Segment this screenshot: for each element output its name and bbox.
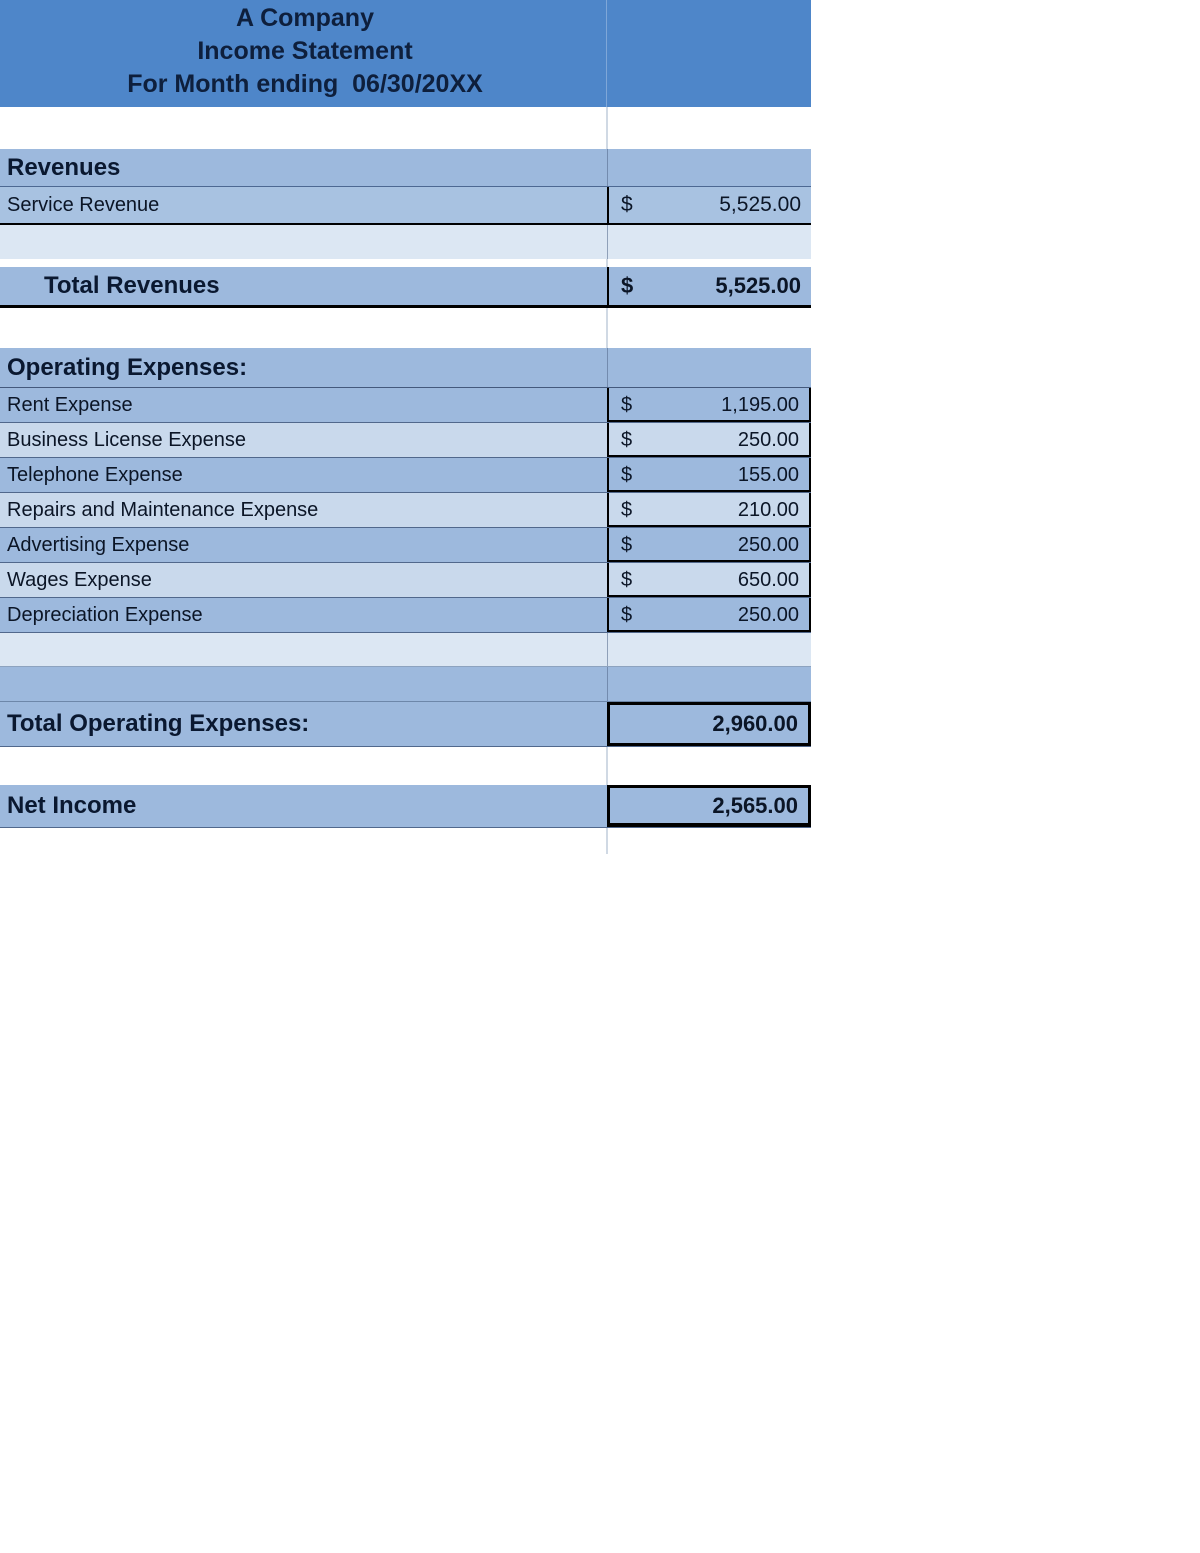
section-gap	[0, 747, 811, 785]
empty-row	[0, 633, 811, 667]
empty-row	[0, 225, 811, 259]
currency-symbol: $	[621, 193, 633, 216]
statement-title: Income Statement	[197, 37, 413, 65]
currency-symbol: $	[621, 463, 633, 486]
net-income-amount-cell: 2,565.00	[607, 785, 811, 827]
currency-symbol: $	[621, 393, 633, 416]
revenue-label: Service Revenue	[7, 193, 160, 216]
statement-table: Revenues Service Revenue $ 5,525.00 Tota…	[0, 107, 811, 854]
total-revenues-row: Total Revenues $ 5,525.00	[0, 267, 811, 308]
expense-amount-cell: $ 210.00	[607, 493, 811, 527]
expense-row: Wages Expense $ 650.00	[0, 563, 811, 598]
expense-label: Wages Expense	[7, 568, 152, 591]
empty-amount-cell	[607, 348, 811, 387]
row-spacer	[0, 828, 811, 854]
total-operating-expenses-label: Total Operating Expenses:	[7, 710, 310, 737]
expense-label: Business License Expense	[7, 428, 247, 451]
amount-value: 5,525.00	[719, 193, 801, 216]
amount-value: 250.00	[737, 428, 799, 451]
revenues-section-header: Revenues	[0, 149, 811, 187]
empty-amount-cell	[607, 667, 811, 701]
statement-header: A Company Income Statement For Month end…	[0, 0, 811, 107]
expense-amount-cell: $ 1,195.00	[607, 388, 811, 422]
income-statement-sheet: A Company Income Statement For Month end…	[0, 0, 811, 854]
expense-amount-cell: $ 250.00	[607, 423, 811, 457]
currency-symbol: $	[621, 498, 633, 521]
amount-value: 250.00	[737, 603, 799, 626]
expense-row: Repairs and Maintenance Expense $ 210.00	[0, 493, 811, 528]
currency-symbol: $	[621, 603, 633, 626]
amount-value: 2,565.00	[712, 792, 798, 818]
expense-row: Advertising Expense $ 250.00	[0, 528, 811, 563]
expense-label: Depreciation Expense	[7, 603, 203, 626]
amount-value: 155.00	[737, 463, 799, 486]
amount-value: 210.00	[737, 498, 799, 521]
expense-row: Rent Expense $ 1,195.00	[0, 388, 811, 423]
total-operating-expenses-amount-cell: 2,960.00	[607, 702, 811, 746]
currency-symbol: $	[621, 428, 633, 451]
amount-value: 2,960.00	[712, 711, 798, 736]
expense-amount-cell: $ 650.00	[607, 563, 811, 597]
net-income-row: Net Income 2,565.00	[0, 785, 811, 828]
amount-value: 1,195.00	[721, 393, 799, 416]
expense-label: Rent Expense	[7, 393, 133, 416]
empty-amount-cell	[607, 149, 811, 186]
expense-label: Repairs and Maintenance Expense	[7, 498, 319, 521]
expense-row: Telephone Expense $ 155.00	[0, 458, 811, 493]
revenue-amount-cell: $ 5,525.00	[607, 187, 811, 223]
total-revenues-label: Total Revenues	[44, 272, 220, 299]
empty-amount-cell	[607, 633, 811, 666]
amount-value: 5,525.00	[715, 273, 801, 298]
revenue-row: Service Revenue $ 5,525.00	[0, 187, 811, 225]
operating-expenses-section-header: Operating Expenses:	[0, 348, 811, 388]
currency-symbol: $	[621, 273, 634, 298]
row-spacer	[0, 259, 811, 267]
expense-row: Business License Expense $ 250.00	[0, 423, 811, 458]
expense-label: Telephone Expense	[7, 463, 183, 486]
empty-row	[0, 667, 811, 702]
expense-row: Depreciation Expense $ 250.00	[0, 598, 811, 633]
total-revenues-amount-cell: $ 5,525.00	[607, 267, 811, 305]
section-title: Operating Expenses:	[7, 353, 248, 381]
expense-amount-cell: $ 250.00	[607, 528, 811, 562]
company-name: A Company	[236, 4, 374, 32]
row-spacer	[0, 107, 811, 149]
amount-value: 250.00	[737, 533, 799, 556]
total-operating-expenses-row: Total Operating Expenses: 2,960.00	[0, 702, 811, 747]
section-title: Revenues	[7, 153, 121, 181]
expense-amount-cell: $ 155.00	[607, 458, 811, 492]
amount-value: 650.00	[737, 568, 799, 591]
net-income-label: Net Income	[7, 792, 137, 819]
section-gap	[0, 308, 811, 348]
statement-period: For Month ending 06/30/20XX	[127, 70, 483, 98]
currency-symbol: $	[621, 568, 633, 591]
expense-amount-cell: $ 250.00	[607, 598, 811, 632]
currency-symbol: $	[621, 533, 633, 556]
empty-amount-cell	[607, 225, 811, 259]
expense-label: Advertising Expense	[7, 533, 190, 556]
